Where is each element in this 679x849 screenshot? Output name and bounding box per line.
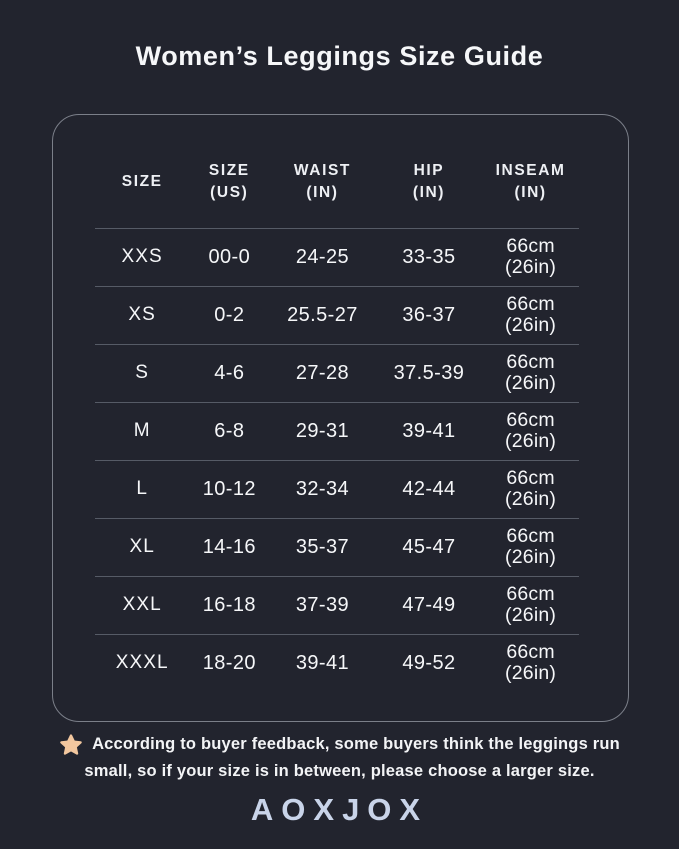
cell-waist: 24-25	[295, 245, 350, 268]
cell-size_us: 18-20	[189, 633, 270, 692]
column-header-waist: WAIST (IN)	[269, 115, 376, 229]
table-row: XXL 16-18 37-39 47-49 66cm (26in)	[95, 575, 579, 634]
table-header-row: SIZE SIZE (US) WAIST (IN) HIP (IN) INSEAM (I…	[95, 115, 579, 229]
table-row: XL 14-16 35-37 45-47 66cm (26in)	[95, 517, 579, 576]
cell-waist: 32-34	[269, 459, 376, 518]
table-row: XXXL 18-20 39-41 49-52 66cm (26in)	[95, 633, 579, 692]
cell-waist: 27-28	[269, 343, 376, 402]
cell-size: XXXL	[95, 633, 190, 692]
feedback-note-text-1: According to buyer feedback, some buyers…	[92, 735, 620, 753]
table-row: XS 0-2 25.5-27 36-37 66cm (26in)	[95, 285, 579, 344]
column-header-size: SIZE	[95, 115, 190, 229]
cell-hip: 33-35	[402, 245, 456, 268]
cell-size_us: 4-6	[189, 343, 270, 402]
cell-inseam: 66cm (26in)	[482, 343, 579, 402]
cell-hip: 47-49	[375, 575, 483, 634]
cell-hip: 39-41	[375, 401, 483, 460]
feedback-note-line1: According to buyer feedback, some buyers…	[0, 731, 679, 758]
table-row: XXS 00-0 24-25 33-35 66cm (26in)	[95, 228, 579, 286]
cell-hip: 45-47	[375, 517, 483, 576]
column-header-inseam: INSEAM (IN)	[482, 115, 579, 229]
cell-size: XXL	[95, 575, 190, 634]
feedback-note: According to buyer feedback, some buyers…	[0, 731, 679, 785]
cell-hip: 42-44	[375, 459, 483, 518]
cell-size_us: 10-12	[189, 459, 270, 518]
cell-waist: 25.5-27	[269, 285, 376, 344]
column-header-hip: HIP (IN)	[375, 115, 483, 229]
feedback-note-text-2: small, so if your size is in between, pl…	[84, 762, 595, 780]
cell-size: XS	[95, 285, 190, 344]
column-header-size_us: SIZE (US)	[189, 115, 270, 229]
star-icon	[59, 733, 83, 757]
cell-inseam: 66cm (26in)	[482, 401, 579, 460]
cell-inseam: 66cm (26in)	[482, 459, 579, 518]
cell-inseam: 66cm (26in)	[482, 633, 579, 692]
table-row: M 6-8 29-31 39-41 66cm (26in)	[95, 401, 579, 460]
cell-waist: 39-41	[269, 633, 376, 692]
table-row: S 4-6 27-28 37.5-39 66cm (26in)	[95, 343, 579, 402]
cell-size: XXS	[121, 246, 163, 267]
cell-waist: 37-39	[269, 575, 376, 634]
cell-size: L	[95, 459, 190, 518]
table-row: L 10-12 32-34 42-44 66cm (26in)	[95, 459, 579, 518]
page-title: Women’s Leggings Size Guide	[135, 41, 544, 71]
cell-size: M	[95, 401, 190, 460]
cell-size_us: 0-2	[189, 285, 270, 344]
size-table: SIZE SIZE (US) WAIST (IN) HIP (IN) INSEAM (I…	[95, 115, 579, 692]
size-table-card: SIZE SIZE (US) WAIST (IN) HIP (IN) INSEAM (I…	[52, 114, 629, 722]
cell-size_us: 14-16	[189, 517, 270, 576]
cell-size_us: 6-8	[189, 401, 270, 460]
cell-hip: 36-37	[375, 285, 483, 344]
cell-size_us: 16-18	[189, 575, 270, 634]
brand-logo: AOXJOX	[250, 792, 429, 827]
cell-inseam: 66cm (26in)	[482, 285, 579, 344]
cell-hip: 37.5-39	[375, 343, 483, 402]
cell-inseam: 66cm (26in)	[482, 517, 579, 576]
cell-waist: 29-31	[269, 401, 376, 460]
cell-inseam: 66cm (26in)	[482, 575, 579, 634]
cell-inseam: 66cm (26in)	[505, 234, 557, 278]
cell-waist: 35-37	[269, 517, 376, 576]
cell-hip: 49-52	[375, 633, 483, 692]
cell-size_us: 00-0	[208, 245, 251, 268]
cell-size: XL	[95, 517, 190, 576]
cell-size: S	[95, 343, 190, 402]
